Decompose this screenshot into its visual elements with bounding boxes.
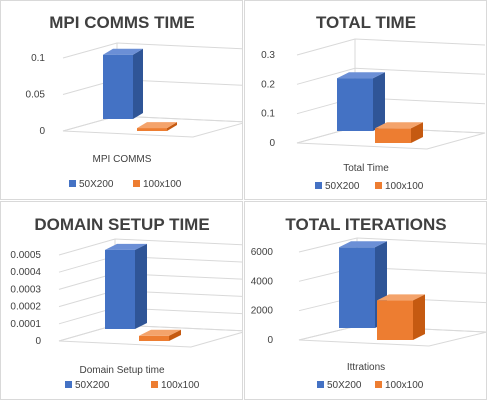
y-tick-label: 0 xyxy=(39,126,45,137)
floor-outline xyxy=(296,126,486,150)
chart-title: MPI COMMS TIME xyxy=(49,13,194,32)
chart-total-iterations: TOTAL ITERATIONS 6000 4000 2000 0 Ittrations 5… xyxy=(251,215,486,391)
legend-swatch-1 xyxy=(317,381,324,388)
legend-swatch-2 xyxy=(375,381,382,388)
chart-title: TOTAL TIME xyxy=(316,13,416,32)
y-tick-label: 0 xyxy=(269,138,275,149)
gridline xyxy=(58,255,242,273)
legend-label-1: 50X200 xyxy=(75,380,110,391)
gridline xyxy=(62,42,242,59)
legend-label-2: 100x100 xyxy=(385,380,424,391)
legend-label-1: 50X200 xyxy=(325,181,360,192)
y-tick-label: 0.3 xyxy=(261,50,275,61)
chart-title: TOTAL ITERATIONS xyxy=(285,215,446,234)
chart-mpi-comms-time: MPI COMMS TIME 0.1 0.05 0 MPI COMMS 50X200 100… xyxy=(26,13,242,190)
y-tick-label: 0 xyxy=(267,335,273,346)
gridline xyxy=(298,266,486,282)
legend-swatch-1 xyxy=(65,381,72,388)
gridline xyxy=(296,67,486,85)
chart-panel-domain-setup-time: DOMAIN SETUP TIME 0.0005 0.0004 0.0003 0.000… xyxy=(0,201,243,400)
legend-swatch-1 xyxy=(315,182,322,189)
y-tick-label: 0.0001 xyxy=(10,319,41,330)
chart-panel-total-time: TOTAL TIME 0.3 0.2 0.1 0 Total Time 50X200 100x… xyxy=(244,0,487,200)
legend-swatch-2 xyxy=(151,381,158,388)
legend-label-2: 100x100 xyxy=(161,380,200,391)
chart-domain-setup-time: DOMAIN SETUP TIME 0.0005 0.0004 0.0003 0.000… xyxy=(10,215,242,391)
gridline xyxy=(58,272,242,290)
x-axis-category-label: Ittrations xyxy=(347,362,385,373)
y-tick-label: 2000 xyxy=(251,306,274,317)
bar-series-2 xyxy=(375,122,423,143)
y-tick-label: 0.1 xyxy=(31,53,45,64)
legend-swatch-2 xyxy=(375,182,382,189)
floor-outline xyxy=(62,115,242,138)
gridline xyxy=(58,290,242,308)
y-tick-label: 0.0002 xyxy=(10,302,41,313)
gridline xyxy=(298,237,486,253)
chart-panel-total-iterations: TOTAL ITERATIONS 6000 4000 2000 0 Ittrations 5… xyxy=(244,201,487,400)
bar-series-2 xyxy=(137,122,177,131)
legend-label-2: 100x100 xyxy=(143,179,182,190)
legend-label-2: 100x100 xyxy=(385,181,424,192)
y-tick-label: 0.1 xyxy=(261,109,275,120)
y-tick-label: 4000 xyxy=(251,276,274,287)
legend-swatch-1 xyxy=(69,180,76,187)
floor-outline xyxy=(58,324,242,348)
gridline xyxy=(58,307,242,325)
y-tick-label: 6000 xyxy=(251,247,274,258)
y-tick-label: 0.0005 xyxy=(10,250,41,261)
chart-title: DOMAIN SETUP TIME xyxy=(34,215,209,234)
floor-outline xyxy=(298,325,486,347)
gridline xyxy=(296,97,486,115)
y-tick-label: 0.2 xyxy=(261,79,275,90)
y-tick-label: 0 xyxy=(35,336,41,347)
chart-panel-mpi-comms-time: MPI COMMS TIME 0.1 0.05 0 MPI COMMS 50X200 100… xyxy=(0,0,243,200)
gridline xyxy=(62,78,242,95)
y-tick-label: 0.05 xyxy=(26,90,46,101)
y-tick-label: 0.0004 xyxy=(10,267,41,278)
bar-series-1 xyxy=(337,72,385,131)
bar-series-1 xyxy=(105,243,147,329)
x-axis-category-label: Domain Setup time xyxy=(79,365,164,376)
x-axis-category-label: Total Time xyxy=(343,163,389,174)
legend-label-1: 50X200 xyxy=(79,179,114,190)
x-axis-category-label: MPI COMMS xyxy=(93,154,152,165)
legend-swatch-2 xyxy=(133,180,140,187)
gridline xyxy=(296,38,486,56)
chart-total-time: TOTAL TIME 0.3 0.2 0.1 0 Total Time 50X200 100x… xyxy=(261,13,486,192)
bar-series-1 xyxy=(103,48,143,120)
legend-label-1: 50X200 xyxy=(327,380,362,391)
bar-series-2 xyxy=(139,329,181,341)
y-tick-label: 0.0003 xyxy=(10,284,41,295)
bar-series-2 xyxy=(377,294,425,340)
gridline xyxy=(58,238,242,256)
